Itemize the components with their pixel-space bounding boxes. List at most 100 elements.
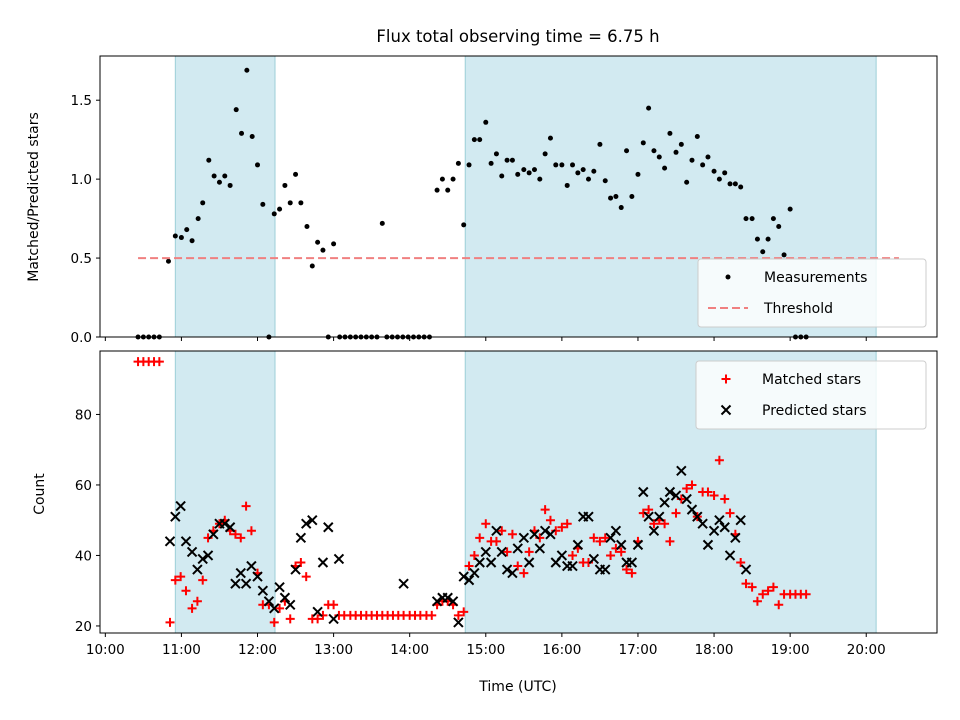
data-point — [591, 168, 597, 174]
data-point — [192, 596, 202, 606]
data-point — [507, 529, 517, 539]
data-point — [453, 610, 463, 620]
data-point — [618, 205, 624, 211]
data-point — [263, 596, 275, 607]
data-point — [774, 600, 784, 610]
x-tick-label: 18:00 — [695, 642, 734, 658]
data-point — [776, 223, 782, 229]
data-point — [616, 539, 627, 551]
data-point — [719, 522, 730, 533]
data-point — [509, 157, 515, 163]
data-point — [309, 263, 315, 269]
x-tick-label: 15:00 — [466, 642, 505, 658]
data-point — [542, 151, 548, 157]
data-point — [175, 500, 186, 512]
data-point — [665, 536, 675, 546]
data-point — [513, 561, 523, 571]
data-point — [165, 258, 171, 264]
data-point — [186, 546, 198, 558]
data-point — [662, 165, 668, 171]
data-point — [453, 617, 464, 628]
data-point — [539, 525, 551, 536]
data-point — [727, 181, 733, 187]
y-tick-label: 80 — [75, 407, 92, 423]
data-point — [277, 206, 283, 212]
data-point — [269, 603, 280, 614]
data-point — [562, 519, 572, 529]
shaded-span — [175, 351, 276, 633]
data-point — [545, 515, 555, 525]
data-point — [738, 184, 744, 190]
bottom-y-axis-label: Count — [32, 473, 48, 515]
chart-title: Flux total observing time = 6.75 h — [376, 27, 659, 46]
data-point — [481, 519, 491, 529]
data-point — [597, 141, 603, 147]
data-point — [445, 187, 451, 193]
data-point — [725, 508, 735, 518]
data-point — [195, 216, 201, 222]
data-point — [559, 162, 565, 168]
data-point — [304, 223, 310, 229]
data-point — [743, 216, 749, 222]
data-point — [531, 167, 537, 173]
data-point — [781, 252, 787, 258]
data-point — [626, 557, 638, 568]
data-point — [230, 529, 240, 539]
y-tick-label: 20 — [75, 619, 92, 635]
data-point — [279, 592, 291, 603]
data-point — [689, 157, 695, 163]
data-point — [450, 176, 456, 182]
data-point — [600, 564, 611, 575]
data-point — [211, 173, 217, 179]
y-tick-label: 0.5 — [71, 251, 92, 267]
data-point — [801, 589, 811, 599]
data-point — [673, 149, 679, 155]
legend-label: Measurements — [764, 270, 867, 286]
data-point — [323, 522, 334, 533]
data-point — [474, 557, 485, 568]
legend-box — [697, 258, 927, 328]
data-point — [333, 553, 345, 565]
plot-frame — [99, 350, 938, 634]
data-point — [547, 135, 553, 141]
data-point — [471, 137, 477, 143]
data-point — [572, 539, 584, 551]
data-point — [455, 160, 461, 166]
data-point — [638, 486, 649, 498]
data-point — [504, 157, 510, 163]
data-point — [488, 160, 494, 166]
data-point — [644, 505, 654, 515]
data-point — [588, 553, 600, 565]
data-point — [461, 222, 467, 228]
data-point — [189, 238, 195, 244]
data-point — [233, 107, 239, 113]
data-point — [246, 560, 257, 572]
y-tick-label: 1.5 — [71, 93, 92, 109]
data-point — [705, 154, 711, 160]
data-point — [716, 176, 722, 182]
data-point — [732, 181, 738, 187]
data-point — [282, 182, 288, 188]
data-point — [290, 564, 301, 575]
data-point — [659, 497, 670, 508]
data-point — [222, 173, 228, 179]
data-point — [671, 508, 681, 518]
data-point — [667, 130, 673, 136]
x-tick-label: 12:00 — [238, 642, 277, 658]
data-point — [763, 586, 773, 596]
data-point — [692, 511, 703, 522]
data-point — [164, 536, 176, 547]
data-point — [758, 589, 768, 599]
data-point — [568, 550, 578, 560]
data-point — [379, 220, 385, 226]
data-point — [624, 148, 630, 154]
data-point — [154, 357, 164, 367]
data-point — [287, 200, 293, 206]
data-point — [518, 532, 530, 544]
data-point — [635, 171, 641, 177]
data-point — [613, 194, 619, 199]
data-point — [524, 547, 534, 557]
data-point — [240, 578, 252, 589]
data-point — [434, 187, 440, 193]
